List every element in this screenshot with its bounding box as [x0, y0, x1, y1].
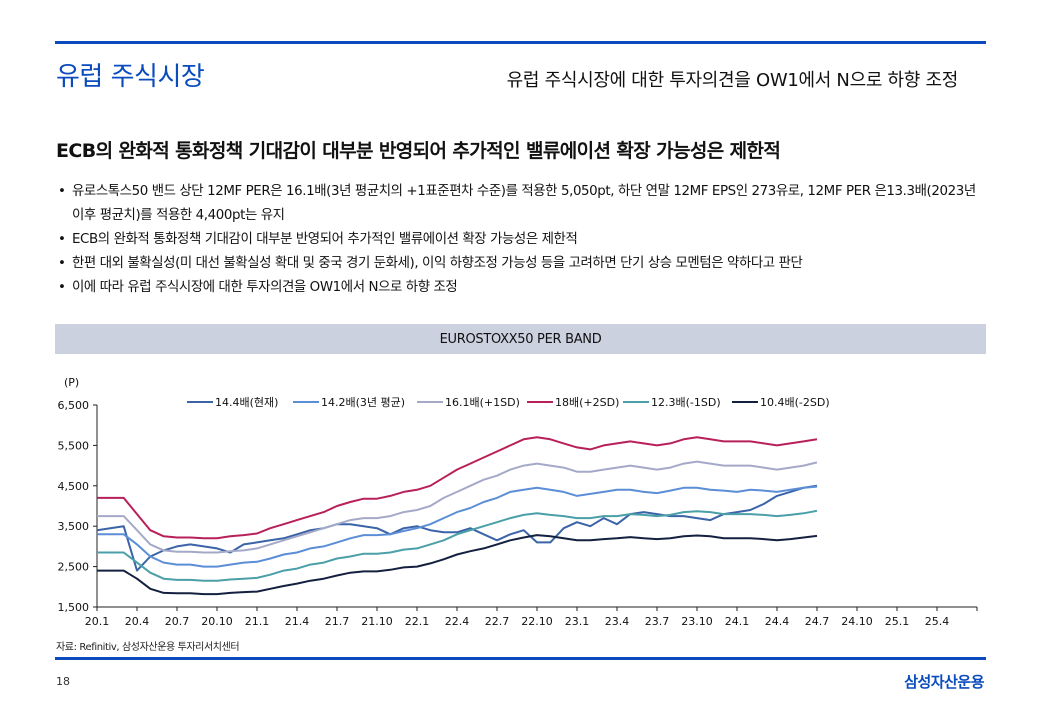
- legend-label: 14.4배(현재): [215, 396, 278, 409]
- y-tick-label: 3,500: [58, 520, 90, 533]
- bullet-text: 이에 따라 유럽 주식시장에 대한 투자의견을 OW1에서 N으로 하향 조정: [72, 280, 458, 295]
- bullet-item: • 유로스톡스50 밴드 상단 12MF PER은 16.1배(3년 평균치의 +…: [58, 180, 988, 228]
- legend-item: 14.2배(3년 평균): [293, 396, 405, 409]
- legend-label: 16.1배(+1SD): [445, 396, 520, 409]
- company-logo: 삼성자산운용: [904, 673, 984, 691]
- per-band-chart: (P) 14.4배(현재) 14.2배(3년 평균) 16.1배(+1SD) 18배(…: [58, 376, 978, 628]
- x-tick-label: 24.1: [725, 615, 750, 628]
- bullet-item: • 한편 대외 불확실성(미 대선 불확실성 확대 및 중국 경기 둔화세), 이…: [58, 252, 988, 276]
- legend-item: 10.4배(-2SD): [732, 396, 830, 409]
- source-note: 자료: Refinitiv, 삼성자산운용 투자리서치센터: [56, 642, 240, 653]
- bullet-marker: •: [58, 256, 66, 271]
- series-line: [97, 534, 818, 596]
- x-tick-label: 22.4: [445, 615, 470, 628]
- x-tick-label: 20.1: [85, 615, 110, 628]
- page-subtitle: 유럽 주식시장에 대한 투자의견을 OW1에서 N으로 하향 조정: [506, 70, 959, 91]
- y-axis-unit-label: (P): [64, 376, 79, 389]
- bullet-text: 유로스톡스50 밴드 상단 12MF PER은 16.1배(3년 평균치의 +1…: [72, 184, 976, 223]
- x-tick-label: 21.7: [325, 615, 350, 628]
- x-tick-label: 21.1: [245, 615, 270, 628]
- x-tick-label: 20.4: [125, 615, 150, 628]
- series-line: [97, 485, 818, 568]
- x-tick-label: 20.7: [165, 615, 190, 628]
- legend-item: 16.1배(+1SD): [417, 396, 520, 409]
- chart-axes: 1,500 2,500 3,500 4,500 5,500 6,500 20.1 20.4 20…: [58, 399, 978, 628]
- series-line: [97, 460, 818, 554]
- x-tick-label: 22.10: [521, 615, 553, 628]
- legend-item: 12.3배(-1SD): [623, 396, 721, 409]
- x-tick-label: 23.7: [645, 615, 670, 628]
- legend-item: 18배(+2SD): [527, 396, 619, 409]
- footer-divider: [55, 657, 986, 660]
- x-tick-label: 20.10: [201, 615, 233, 628]
- legend-label: 10.4배(-2SD): [760, 396, 830, 409]
- y-tick-label: 4,500: [58, 480, 90, 493]
- legend-label: 12.3배(-1SD): [651, 396, 721, 409]
- y-tick-label: 1,500: [58, 601, 90, 614]
- y-tick-label: 5,500: [58, 439, 90, 452]
- page-number: 18: [56, 675, 70, 688]
- x-tick-label: 21.4: [285, 615, 310, 628]
- chart-series: [96, 436, 818, 596]
- headline: ECB의 완화적 통화정책 기대감이 대부분 반영되어 추가적인 밸류에이션 확…: [56, 140, 781, 162]
- page-title: 유럽 주식시장: [56, 62, 205, 92]
- series-line: [97, 509, 818, 582]
- x-tick-label: 23.10: [681, 615, 713, 628]
- x-tick-label: 23.4: [605, 615, 630, 628]
- y-tick-label: 6,500: [58, 399, 90, 412]
- x-tick-label: 25.4: [925, 615, 950, 628]
- x-tick-label: 24.7: [805, 615, 830, 628]
- bullet-marker: •: [58, 184, 66, 199]
- x-tick-label: 21.10: [361, 615, 393, 628]
- bullet-marker: •: [58, 232, 66, 247]
- x-tick-label: 24.10: [841, 615, 873, 628]
- series-line: [96, 484, 818, 572]
- legend-label: 18배(+2SD): [555, 396, 619, 409]
- x-tick-label: 25.1: [885, 615, 910, 628]
- bullet-item: • ECB의 완화적 통화정책 기대감이 대부분 반영되어 추가적인 밸류에이션 …: [58, 228, 988, 252]
- series-line: [97, 436, 818, 540]
- chart-legend: 14.4배(현재) 14.2배(3년 평균) 16.1배(+1SD) 18배(+2SD…: [187, 396, 830, 409]
- y-tick-label: 2,500: [58, 561, 90, 574]
- legend-item: 14.4배(현재): [187, 396, 278, 409]
- bullet-text: ECB의 완화적 통화정책 기대감이 대부분 반영되어 추가적인 밸류에이션 확…: [72, 232, 578, 247]
- bullet-item: • 이에 따라 유럽 주식시장에 대한 투자의견을 OW1에서 N으로 하향 조정: [58, 276, 988, 300]
- legend-label: 14.2배(3년 평균): [321, 396, 405, 409]
- x-tick-label: 24.4: [765, 615, 790, 628]
- x-tick-label: 23.1: [565, 615, 590, 628]
- bullet-text: 한편 대외 불확실성(미 대선 불확실성 확대 및 중국 경기 둔화세), 이익…: [72, 256, 803, 271]
- chart-title: EUROSTOXX50 PER BAND: [55, 324, 986, 354]
- bullet-list: • 유로스톡스50 밴드 상단 12MF PER은 16.1배(3년 평균치의 +…: [58, 180, 988, 300]
- bullet-marker: •: [58, 280, 66, 295]
- x-tick-label: 22.1: [405, 615, 430, 628]
- x-tick-label: 22.7: [485, 615, 510, 628]
- header-divider: [55, 41, 986, 44]
